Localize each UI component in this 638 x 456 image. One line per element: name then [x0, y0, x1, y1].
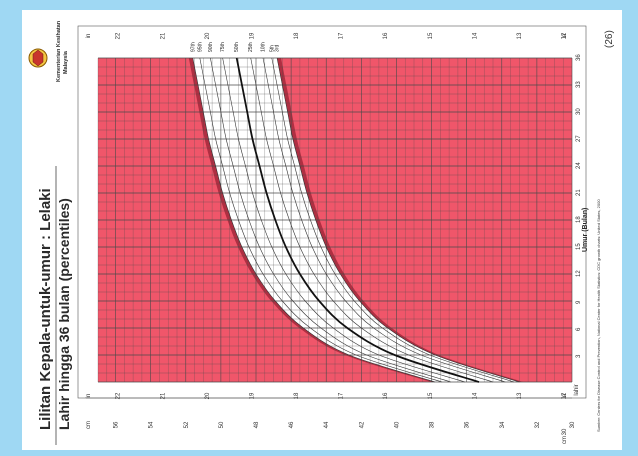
curve-95th [199, 57, 443, 383]
page-number: (26) [604, 30, 615, 48]
unit-label: in [562, 394, 568, 399]
top-inch-tick-label: 15 [428, 32, 434, 39]
unit-label: cm [562, 436, 568, 444]
x-axis-title: Umur (Bulan) [582, 208, 589, 252]
cm-tick-label: 40 [394, 421, 400, 428]
top-inch-tick-label: 21 [160, 32, 166, 39]
axis-labels: 369121518212427303336lahir30323436384042… [86, 32, 582, 444]
pct-label-90th: 90th [208, 42, 214, 52]
pct-label-25th: 25th [248, 42, 254, 52]
cm-tick-label: 30 [562, 428, 568, 435]
inch-tick-label: 18 [294, 392, 300, 399]
top-inch-tick-label: 19 [249, 32, 255, 39]
age-tick-label: 15 [576, 243, 582, 250]
curve-50th [235, 57, 480, 383]
inch-tick-label: 14 [472, 392, 478, 399]
top-inch-tick-label: 12 [562, 32, 568, 39]
age-tick-label: 33 [576, 81, 582, 88]
page-subtitle: Lahir hingga 36 bulan (percentiles) [56, 198, 72, 430]
pct-label-10th: 10th [261, 42, 267, 52]
unit-label: in [86, 34, 92, 39]
curve-97th [192, 57, 436, 383]
cm-tick-label: 54 [149, 421, 155, 428]
inch-tick-label: 17 [339, 392, 345, 399]
unit-label: cm [86, 421, 92, 429]
logo-line-2: Malaysia [63, 50, 69, 74]
top-inch-tick-label: 22 [116, 32, 122, 39]
cm-tick-label: 46 [289, 421, 295, 428]
percentile-labels: 97th 95th 90th 75th 50th 25th 10th 5th 3rd [190, 42, 280, 52]
inch-tick-label: 16 [383, 392, 389, 399]
cm-tick-label: 56 [114, 421, 120, 428]
age-tick-label: 21 [576, 189, 582, 196]
pct-label-75th: 75th [220, 42, 226, 52]
curve-5th [271, 57, 515, 383]
age-tick-label: 6 [576, 327, 582, 331]
inch-tick-label: 13 [517, 392, 523, 399]
cm-tick-label: 32 [535, 421, 541, 428]
inch-tick-label: 21 [160, 392, 166, 399]
inch-tick-label: 12 [562, 392, 568, 399]
top-inch-tick-label: 13 [517, 32, 523, 39]
unit-label: in [86, 394, 92, 399]
inch-tick-label: 20 [205, 392, 211, 399]
curve-3rd [276, 57, 520, 383]
unit-label: in [562, 34, 568, 39]
source-note: Sumber: Centers for Disease Control and … [596, 199, 601, 432]
cm-tick-label: 30 [570, 421, 576, 428]
inch-tick-label: 19 [249, 392, 255, 399]
top-inch-tick-label: 18 [294, 32, 300, 39]
inch-tick-label: 15 [428, 392, 434, 399]
age-tick-label: 24 [576, 162, 582, 169]
age-tick-label: 36 [576, 54, 582, 61]
ministry-logo: Kementerian Kesihatan Malaysia [28, 20, 69, 82]
pct-label-3rd: 3rd [275, 45, 281, 52]
cm-tick-label: 44 [324, 421, 330, 428]
cm-tick-label: 38 [430, 421, 436, 428]
cm-tick-label: 36 [465, 421, 471, 428]
cm-tick-label: 50 [219, 421, 225, 428]
age-tick-label: 9 [576, 300, 582, 304]
logo-line-1: Kementerian Kesihatan [56, 20, 62, 82]
curve-25th [250, 57, 494, 383]
plot-area [77, 25, 587, 399]
top-inch-tick-label: 20 [205, 32, 211, 39]
age-tick-label: 27 [576, 135, 582, 142]
pct-label-97th: 97th [190, 42, 196, 52]
curve-10th [262, 57, 506, 383]
age-tick-label: 3 [576, 354, 582, 358]
age-tick-label: 12 [576, 270, 582, 277]
top-inch-tick-label: 16 [383, 32, 389, 39]
inch-tick-label: 22 [116, 392, 122, 399]
cm-tick-label: 52 [184, 421, 190, 428]
pct-label-50th: 50th [234, 42, 240, 52]
curve-90th [210, 57, 451, 383]
cm-tick-label: 42 [359, 421, 365, 428]
curve-75th [222, 57, 465, 383]
crest-emblem [32, 49, 44, 67]
age-tick-label: 18 [576, 216, 582, 223]
age-tick-label: 30 [576, 108, 582, 115]
pct-label-5th: 5th [269, 45, 275, 52]
pct-label-95th: 95th [197, 42, 203, 52]
top-inch-tick-label: 14 [472, 32, 478, 39]
top-inch-tick-label: 17 [339, 32, 345, 39]
age-origin-label: lahir [574, 384, 580, 395]
cm-tick-label: 34 [500, 421, 506, 428]
page-title: Lilitan Kepala-untuk-umur : Lelaki [37, 188, 54, 430]
cm-tick-label: 48 [254, 421, 260, 428]
